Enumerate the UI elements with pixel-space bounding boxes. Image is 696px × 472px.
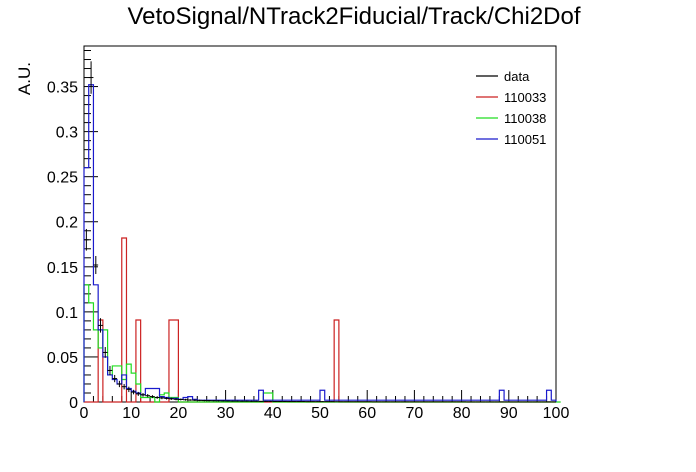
data-point [131,389,136,395]
data-point [225,400,231,402]
legend-label: 110033 [504,90,546,105]
legend-item-110051: 110051 [476,132,546,147]
data-point [230,400,236,402]
y-axis-label: A.U. [15,62,34,95]
data-point [343,401,349,403]
data-point [239,400,245,402]
y-tick-label: 0.25 [47,170,78,187]
data-point [268,400,273,402]
data-point [263,400,269,402]
data-point [272,400,278,402]
data-point [258,400,264,402]
legend-label: data [504,69,530,84]
data-point [338,401,344,403]
x-tick-label: 20 [170,405,188,422]
data-point [192,399,198,402]
y-tick-label: 0.2 [56,215,78,232]
y-tick-label: 0 [69,395,78,412]
data-point [168,397,174,400]
data-point [282,400,287,402]
legend-item-110038: 110038 [476,111,546,126]
x-tick-label: 10 [122,405,140,422]
data-point [183,398,188,401]
data-point [187,399,193,401]
data-point [178,398,184,401]
data-point [173,398,179,401]
data-point [135,391,141,396]
data-point [121,383,127,390]
legend-label: 110051 [504,132,546,147]
data-point [117,380,122,388]
legend-label: 110038 [504,111,546,126]
data-point [140,392,146,397]
data-point [329,401,335,403]
x-tick-label: 30 [217,405,235,422]
data-point [249,400,254,402]
data-point [107,365,113,375]
data-point [145,394,151,398]
data-point [353,401,358,403]
data-point [324,401,330,403]
x-tick-label: 60 [358,405,376,422]
x-tick-label: 0 [80,405,89,422]
x-tick-label: 40 [264,405,282,422]
data-point [253,400,259,402]
data-point [244,400,250,402]
data-point [301,401,306,403]
x-tick-label: 70 [406,405,424,422]
data-point [197,399,202,402]
x-tick-label: 80 [453,405,471,422]
data-point [88,61,94,94]
data-point [98,318,103,333]
data-point [164,397,169,400]
y-tick-label: 0.05 [47,350,78,367]
x-tick-label: 90 [500,405,518,422]
legend: data 110033 110038 110051 [476,69,546,147]
data-point [235,400,240,402]
data-point [159,396,165,400]
data-point [112,374,118,383]
data-point [367,401,372,403]
data-point [206,399,212,402]
data-point [154,396,160,399]
data-point [202,399,207,402]
data-point [126,386,132,393]
data-point [150,395,155,399]
data-point [357,401,363,403]
legend-item-data: data [476,69,530,84]
plot-area: 0 10 20 30 40 50 60 70 80 90 100 0 0.05 0.1 0.15 0.2 0.2… [47,45,570,422]
series-110051-histogram [83,84,557,402]
data-point [220,400,226,402]
data-point [93,255,99,275]
data-point [286,401,292,403]
x-tick-label: 50 [311,405,329,422]
y-tick-label: 0.35 [47,80,78,97]
data-point [320,401,325,403]
data-point [362,401,368,403]
y-tick-label: 0.3 [56,125,78,142]
data-point [305,401,311,403]
legend-item-110033: 110033 [476,90,546,105]
data-point [102,347,108,358]
data-point [315,401,320,403]
x-tick-label: 100 [543,405,570,422]
data-point [211,400,217,402]
data-point [348,401,354,403]
chart-title: VetoSignal/NTrack2Fiducial/Track/Chi2Dof [127,3,580,30]
y-tick-label: 0.1 [56,305,78,322]
series-data-points [84,61,556,403]
data-point [310,401,316,403]
data-point [334,401,339,403]
y-tick-label: 0.15 [47,260,78,277]
data-point [291,401,297,403]
data-point [277,400,283,402]
data-point [296,401,302,403]
data-point [216,400,221,402]
data-point [84,228,89,251]
